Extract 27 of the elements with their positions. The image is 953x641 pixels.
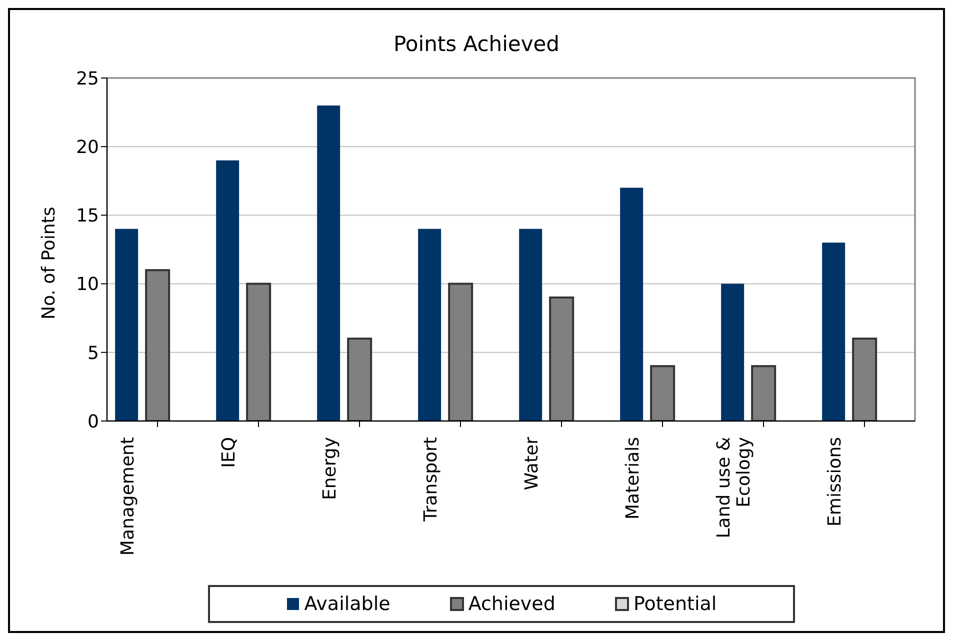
x-tick-label: Management <box>118 437 138 556</box>
legend-label: Potential <box>632 593 717 615</box>
bar <box>822 242 846 421</box>
bar <box>620 188 644 421</box>
bar <box>115 228 138 421</box>
legend-label: Available <box>303 593 390 615</box>
y-tick-label: 15 <box>76 206 99 227</box>
bar <box>317 105 340 421</box>
y-tick-label: 10 <box>76 274 99 296</box>
x-tick-label: IEQ <box>218 437 240 468</box>
y-tick-label: 20 <box>76 136 99 158</box>
y-tick-label: 25 <box>76 68 99 90</box>
x-tick-label: Transport <box>420 437 442 522</box>
x-tick-label: Land use & Ecology <box>714 436 754 538</box>
chart-title: Points Achieved <box>392 32 561 56</box>
bar <box>721 284 744 421</box>
bar <box>519 228 542 421</box>
x-tick-label: Energy <box>320 436 340 500</box>
y-axis-title: No. of Points <box>38 206 60 320</box>
y-tick-label: 5 <box>88 342 99 364</box>
x-tick-label: Water <box>522 436 542 490</box>
bar <box>216 160 240 421</box>
y-tick-label: 0 <box>88 411 99 432</box>
legend-label: Achieved <box>467 593 556 615</box>
x-tick-label: Materials <box>622 437 644 520</box>
bar <box>418 228 442 421</box>
x-tick-label: Emissions <box>824 437 846 526</box>
